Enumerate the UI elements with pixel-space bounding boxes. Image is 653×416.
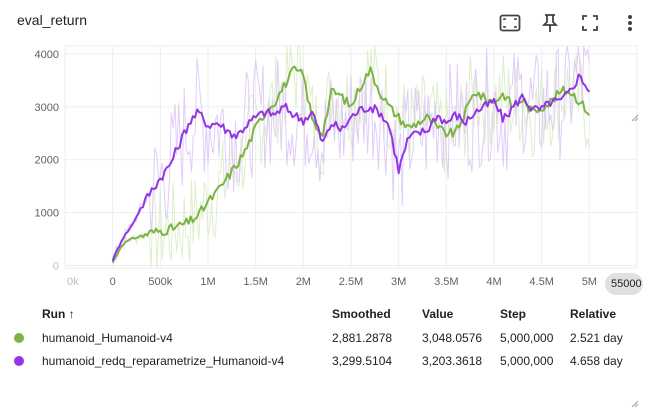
x-tick-label: 1M xyxy=(200,276,215,288)
more-vert-icon xyxy=(628,15,632,31)
value-column-header[interactable]: Value xyxy=(422,307,454,321)
fit-domain-icon xyxy=(499,14,521,32)
x-tick-label: 5M xyxy=(582,276,597,288)
x-ghost-label: 0k xyxy=(67,276,79,288)
run-color-dot-icon xyxy=(14,356,24,367)
pin-icon xyxy=(542,14,558,32)
x-tick-label: 2M xyxy=(296,276,311,288)
y-tick-label: 4000 xyxy=(35,49,59,61)
relative-cell: 2.521 day xyxy=(570,330,623,345)
value-cell: 3,048.0576 xyxy=(422,330,483,345)
fit-domain-button[interactable] xyxy=(497,10,523,36)
series-raw-line xyxy=(112,45,590,258)
color-column-header xyxy=(14,302,42,326)
x-tick-label: 3.5M xyxy=(434,276,458,288)
step-column-header[interactable]: Step xyxy=(500,307,527,321)
run-name-cell: humanoid_Humanoid-v4 xyxy=(42,330,173,345)
x-tick-label: 4M xyxy=(486,276,501,288)
run-column-header[interactable]: Run ↑ xyxy=(42,307,75,321)
relative-cell: 4.658 day xyxy=(570,353,623,368)
line-chart[interactable]: 0 500k 1M 1.5M 2M 2.5M 3M 3.5M 4M 4.5M 5M 0 1000 2000… xyxy=(0,40,653,302)
y-tick-label: 0 xyxy=(53,260,59,272)
run-color-dot-icon xyxy=(14,333,24,344)
step-cell: 5,000,000 xyxy=(500,353,554,368)
chart-toolbar xyxy=(497,10,643,36)
y-tick-label: 2000 xyxy=(35,155,59,167)
series-smoothed-line xyxy=(111,65,591,264)
axis-hover-badge: 55000 xyxy=(605,273,643,295)
pin-button[interactable] xyxy=(537,10,563,36)
x-tick-label: 1.5M xyxy=(243,276,267,288)
y-tick-label: 3000 xyxy=(35,102,59,114)
smoothed-cell: 3,299.5104 xyxy=(332,353,393,368)
value-cell: 3,203.3618 xyxy=(422,353,483,368)
table-resize-handle-icon[interactable] xyxy=(631,400,639,408)
run-color-cell xyxy=(14,326,42,349)
chart-title: eval_return xyxy=(17,12,88,28)
fullscreen-icon xyxy=(582,15,598,31)
fullscreen-button[interactable] xyxy=(577,10,603,36)
table-row[interactable]: humanoid_redq_reparametrize_Humanoid-v4 3… xyxy=(14,349,629,372)
table-row[interactable]: humanoid_Humanoid-v4 2,881.2878 3,048.0576… xyxy=(14,326,629,349)
runs-table: Run ↑ Smoothed Value Step Relative human… xyxy=(14,302,629,372)
chart-resize-handle-icon[interactable] xyxy=(631,114,639,122)
relative-column-header[interactable]: Relative xyxy=(570,307,617,321)
smoothed-cell: 2,881.2878 xyxy=(332,330,393,345)
x-tick-label: 3M xyxy=(391,276,406,288)
x-tick-label: 0 xyxy=(110,276,116,288)
smoothed-column-header[interactable]: Smoothed xyxy=(332,307,391,321)
step-cell: 5,000,000 xyxy=(500,330,554,345)
more-options-button[interactable] xyxy=(617,10,643,36)
series-smoothed-line xyxy=(111,73,591,262)
x-tick-label: 2.5M xyxy=(339,276,363,288)
x-tick-label: 500k xyxy=(148,276,172,288)
run-name-cell: humanoid_redq_reparametrize_Humanoid-v4 xyxy=(42,353,285,368)
run-color-cell xyxy=(14,349,42,372)
y-tick-label: 1000 xyxy=(35,208,59,220)
runs-table-header: Run ↑ Smoothed Value Step Relative xyxy=(14,302,629,326)
x-tick-label: 4.5M xyxy=(529,276,553,288)
